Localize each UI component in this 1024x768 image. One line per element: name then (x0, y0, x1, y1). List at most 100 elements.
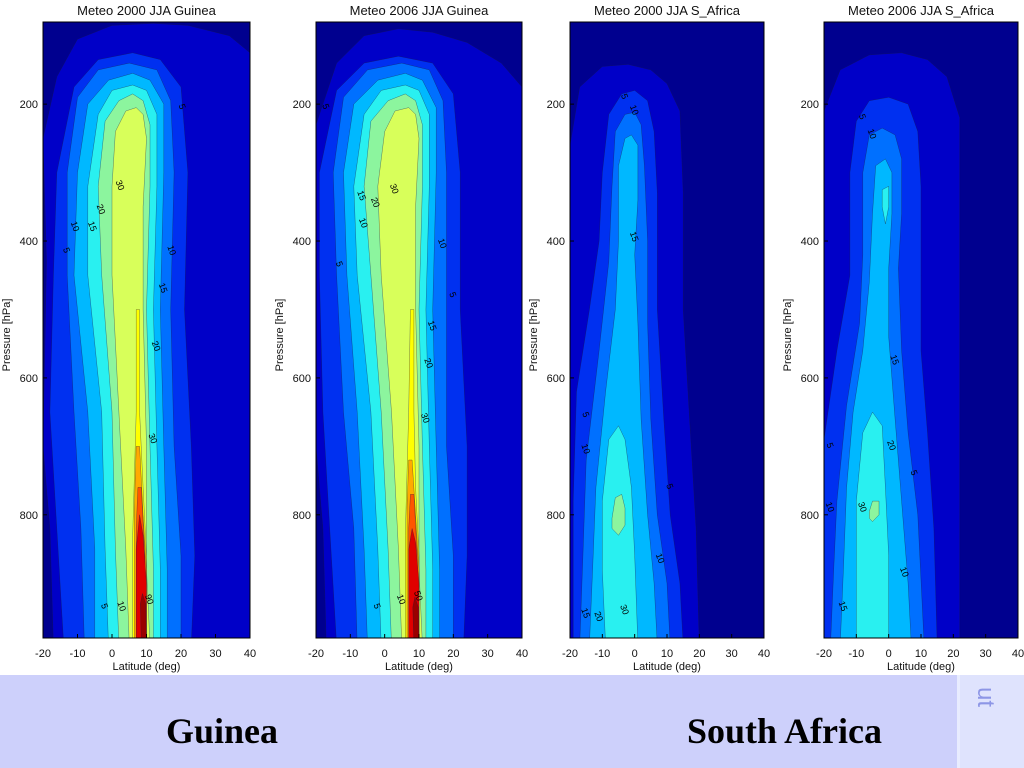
chart-panel-SAfrica-2000: Meteo 2000 JJA S_Africa -20 -10 0 10 20 30 40 La… (528, 3, 770, 673)
contour-band-level-12 (412, 595, 420, 638)
y-tick-label: 400 (20, 236, 38, 248)
plots-area: Meteo 2000 JJA Guinea -20 -10 0 10 20 30 40 Lati… (1, 3, 1024, 673)
y-tick-label: 800 (547, 510, 565, 522)
contour-band-level-6 (611, 493, 626, 536)
chart-title: Meteo 2000 JJA Guinea (77, 3, 217, 18)
x-tick-label: 20 (947, 648, 959, 660)
x-tick-label: 10 (413, 648, 425, 660)
contour-level-label: 20 (150, 340, 163, 353)
contour-level-label: 30 (419, 412, 432, 425)
contour-level-label: 10 (628, 104, 641, 117)
footer-decor-panel (960, 675, 1024, 768)
contour-level-label: 5 (320, 102, 331, 110)
x-tick-label: 40 (244, 648, 256, 660)
chart-title: Meteo 2000 JJA S_Africa (594, 3, 741, 18)
footer-band: ut Guinea South Africa (0, 675, 1024, 768)
contour-band-level-12 (140, 592, 147, 638)
contour-level-label: 15 (579, 607, 592, 620)
x-tick-label: 20 (447, 648, 459, 660)
x-tick-label: 40 (1012, 648, 1024, 660)
x-tick-label: -20 (816, 648, 832, 660)
contour-level-label: 15 (86, 220, 99, 233)
y-tick-label: 600 (20, 373, 38, 385)
x-tick-label: -10 (342, 648, 358, 660)
contour-level-label: 5 (664, 482, 675, 490)
x-tick-label: 0 (109, 648, 115, 660)
contour-level-label: 15 (426, 319, 439, 332)
x-tick-label: 30 (726, 648, 738, 660)
y-tick-label: 200 (20, 99, 38, 111)
x-tick-label: 10 (915, 648, 927, 660)
chart-panel-SAfrica-2006: Meteo 2006 JJA S_Africa -20 -10 0 10 20 30 40 La… (782, 3, 1024, 673)
contour-level-label: 5 (99, 602, 110, 610)
y-tick-label: 800 (801, 510, 819, 522)
y-axis-label: Pressure [hPa] (782, 299, 794, 372)
contour-level-label: 30 (146, 432, 159, 445)
contour-level-label: 15 (157, 281, 170, 294)
x-tick-label: -20 (35, 648, 51, 660)
contour-level-label: 10 (866, 127, 879, 140)
x-tick-label: 0 (632, 648, 638, 660)
y-axis-label: Pressure [hPa] (528, 299, 540, 372)
x-tick-label: 10 (140, 648, 152, 660)
contour-level-label: 30 (618, 603, 631, 616)
contour-level-label: 15 (888, 353, 901, 366)
contour-level-label: 10 (165, 244, 178, 257)
x-axis-label: Latitude (deg) (633, 661, 701, 673)
contour-level-label: 20 (885, 439, 898, 452)
contour-level-label: 10 (579, 442, 592, 455)
chart-title: Meteo 2006 JJA S_Africa (848, 3, 995, 18)
y-tick-label: 200 (547, 99, 565, 111)
x-axis-label: Latitude (deg) (887, 661, 955, 673)
x-tick-label: 30 (980, 648, 992, 660)
contour-field (570, 22, 764, 638)
contour-level-label: 5 (372, 602, 383, 610)
contour-band-level-6 (869, 500, 880, 522)
contour-level-label: 5 (61, 246, 72, 254)
x-tick-label: -10 (848, 648, 864, 660)
x-tick-label: -20 (308, 648, 324, 660)
contour-field (824, 22, 1018, 638)
x-tick-label: -10 (70, 648, 86, 660)
contour-field (43, 22, 250, 638)
y-axis-label: Pressure [hPa] (274, 299, 286, 372)
chart-panel-Guinea-2006: Meteo 2006 JJA Guinea -20 -10 0 10 20 30 40 Lati… (274, 3, 528, 673)
x-tick-label: 40 (516, 648, 528, 660)
y-tick-label: 400 (293, 236, 311, 248)
contour-level-label: 5 (334, 260, 345, 268)
y-tick-label: 400 (547, 236, 565, 248)
contour-level-label: 30 (114, 179, 127, 192)
corner-text: ut (972, 686, 1000, 708)
contour-band-level-5 (881, 185, 889, 224)
x-tick-label: 30 (209, 648, 221, 660)
contour-level-label: 10 (436, 237, 449, 250)
contour-level-label: 10 (395, 593, 408, 606)
x-tick-label: 20 (175, 648, 187, 660)
contour-level-label: 20 (369, 196, 382, 209)
contour-level-label: 15 (355, 189, 368, 202)
y-tick-label: 600 (293, 373, 311, 385)
y-tick-label: 600 (801, 373, 819, 385)
contour-level-label: 15 (628, 230, 641, 243)
contour-level-label: 5 (857, 113, 868, 121)
x-tick-label: 0 (382, 648, 388, 660)
contour-level-label: 5 (447, 291, 458, 299)
contour-field (316, 22, 522, 638)
contour-level-label: 20 (592, 610, 605, 623)
chart-title: Meteo 2006 JJA Guinea (350, 3, 490, 18)
contour-level-label: 5 (825, 441, 836, 449)
x-tick-label: -20 (562, 648, 578, 660)
contour-level-label: 90 (143, 593, 156, 606)
y-tick-label: 800 (20, 510, 38, 522)
contour-level-label: 5 (177, 102, 188, 110)
contour-level-label: 30 (856, 501, 869, 514)
x-tick-label: 20 (693, 648, 705, 660)
x-tick-label: 10 (661, 648, 673, 660)
contour-level-label: 5 (909, 469, 920, 477)
contour-band-level-5 (856, 411, 889, 638)
y-tick-label: 200 (293, 99, 311, 111)
contour-level-label: 10 (898, 566, 911, 579)
contour-level-label: 15 (837, 600, 850, 613)
contour-level-label: 10 (357, 216, 370, 229)
y-tick-label: 600 (547, 373, 565, 385)
